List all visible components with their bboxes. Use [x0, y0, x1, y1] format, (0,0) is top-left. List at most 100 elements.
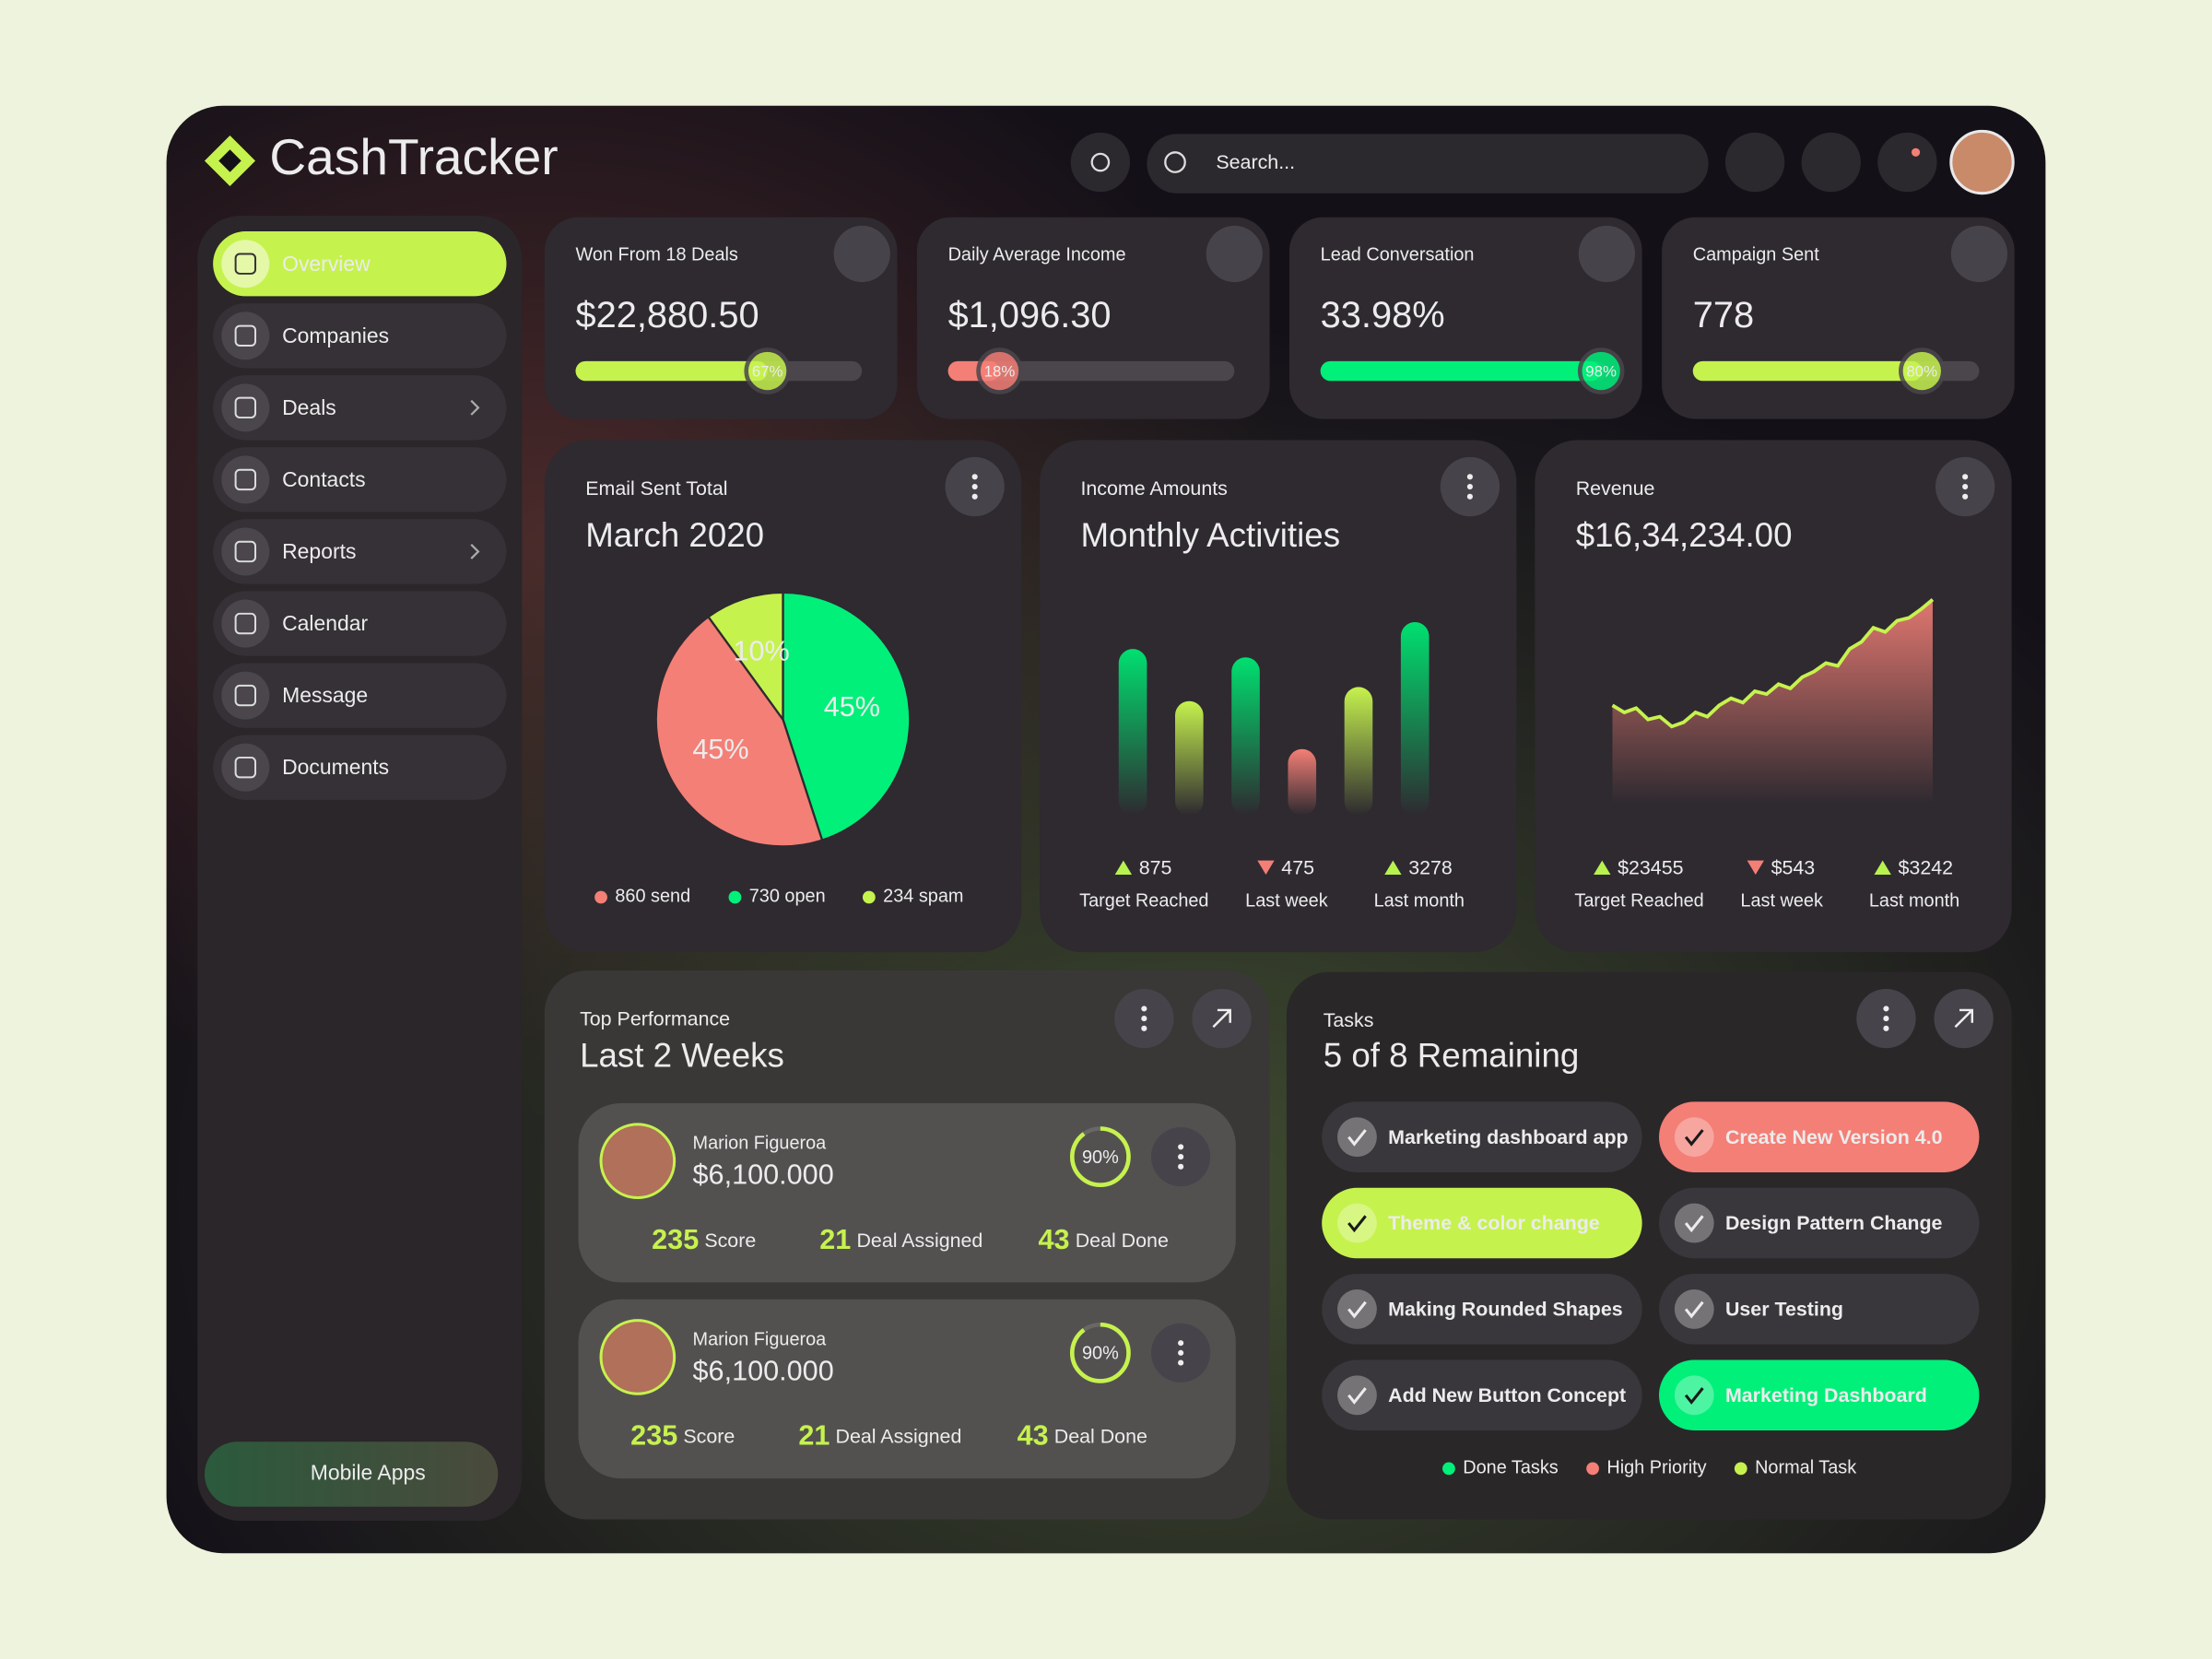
- task-check: [1674, 1288, 1714, 1329]
- area-fill: [1612, 599, 1933, 805]
- nav-icon-glyph: [234, 253, 257, 275]
- stat-value: $1,096.30: [948, 295, 1112, 335]
- menu-dot: [971, 474, 978, 480]
- task-pill[interactable]: [1659, 1359, 1980, 1431]
- nav-icon-glyph: [234, 684, 257, 707]
- nav-item[interactable]: [213, 375, 507, 441]
- trend-label: Target Reached: [1574, 890, 1703, 911]
- progress-knob: [1899, 347, 1946, 394]
- person-row: [578, 1299, 1236, 1479]
- trend-arrow: [1747, 860, 1764, 875]
- menu-dot: [1883, 1016, 1889, 1022]
- stat-number: 21: [819, 1224, 851, 1255]
- search-placeholder: Search...: [1216, 151, 1295, 173]
- stat-value: 33.98%: [1321, 295, 1445, 335]
- nav-item[interactable]: [213, 303, 507, 369]
- person-amount: $6,100.000: [693, 1159, 834, 1191]
- pie-label: 45%: [692, 734, 748, 765]
- notification-button[interactable]: [1877, 132, 1937, 193]
- user-avatar[interactable]: [1949, 129, 2015, 195]
- bar: [1288, 748, 1317, 816]
- nav-icon: [221, 743, 270, 792]
- check-icon: [1347, 1129, 1367, 1147]
- legend-label: 860 send: [615, 887, 690, 907]
- person-amount: $6,100.000: [693, 1355, 834, 1386]
- progress-label: 98%: [1585, 363, 1617, 381]
- nav-icon: [221, 240, 270, 288]
- stat-label: Campaign Sent: [1693, 244, 1819, 265]
- task-label: User Testing: [1725, 1299, 1843, 1321]
- nav-icon: [221, 383, 270, 432]
- menu-dot: [971, 493, 978, 500]
- trend-label: Last month: [1374, 890, 1465, 911]
- menu-dot: [1178, 1163, 1184, 1170]
- check-icon: [1347, 1300, 1367, 1319]
- menu-dot: [1141, 1006, 1147, 1012]
- task-pill[interactable]: [1322, 1187, 1642, 1259]
- task-pill[interactable]: [1322, 1274, 1642, 1345]
- ring-progress: [1069, 1322, 1131, 1383]
- help-button[interactable]: [1724, 132, 1785, 193]
- stat-caption: Deal Done: [1054, 1425, 1147, 1447]
- chat-button[interactable]: [1801, 132, 1861, 193]
- expand-icon: [1954, 1008, 1974, 1029]
- menu-dot: [1962, 474, 1969, 480]
- task-check: [1337, 1375, 1377, 1416]
- task-pill[interactable]: [1659, 1274, 1980, 1345]
- nav-item[interactable]: [213, 663, 507, 728]
- card-title: 5 of 8 Remaining: [1324, 1037, 1580, 1075]
- task-pill[interactable]: [1659, 1187, 1980, 1259]
- pie-label: 10%: [733, 636, 789, 667]
- task-label: Add New Button Concept: [1388, 1384, 1626, 1406]
- menu-dot: [1962, 484, 1969, 490]
- card-subtitle: Revenue: [1576, 477, 1655, 500]
- trend-arrow: [1257, 860, 1275, 875]
- stat-icon: [1578, 225, 1635, 283]
- nav-icon: [221, 671, 270, 720]
- brand: CashTracker: [269, 128, 558, 185]
- chart-card: [1040, 440, 1517, 953]
- bar: [1344, 687, 1373, 816]
- trend-value: 3278: [1408, 857, 1453, 879]
- pie-slice: [782, 591, 912, 842]
- task-pill[interactable]: [1659, 1101, 1980, 1172]
- nav-label: Overview: [282, 252, 371, 276]
- stat-caption: Score: [683, 1425, 735, 1447]
- menu-dot: [1141, 1016, 1147, 1022]
- legend-dot: [1586, 1462, 1599, 1476]
- trend-label: Last month: [1869, 890, 1959, 911]
- stat-icon: [1950, 225, 2008, 283]
- legend-label: High Priority: [1606, 1458, 1706, 1478]
- progress-fill: [575, 360, 768, 382]
- stat-label: Won From 18 Deals: [575, 244, 737, 265]
- task-check: [1674, 1203, 1714, 1243]
- trend-value: $543: [1771, 857, 1816, 879]
- task-check: [1337, 1288, 1377, 1329]
- nav-label: Reports: [282, 539, 356, 563]
- nav-item[interactable]: [213, 591, 507, 656]
- card-title: Monthly Activities: [1080, 516, 1340, 554]
- menu-dot: [1178, 1340, 1184, 1347]
- nav-label: Documents: [282, 755, 389, 779]
- nav-item[interactable]: [213, 447, 507, 512]
- search-box[interactable]: [1147, 134, 1709, 194]
- nav-item[interactable]: [213, 231, 507, 297]
- nav-icon: [221, 599, 270, 648]
- card-subtitle: Email Sent Total: [585, 477, 727, 500]
- bar: [1175, 700, 1204, 816]
- mobile-apps-button[interactable]: [204, 1441, 499, 1507]
- nav-item[interactable]: [213, 735, 507, 800]
- check-icon: [1684, 1129, 1704, 1147]
- theme-toggle[interactable]: [1070, 132, 1131, 193]
- nav-label: Calendar: [282, 611, 368, 635]
- mobile-apps-label: Mobile Apps: [311, 1461, 426, 1485]
- task-pill[interactable]: [1322, 1359, 1642, 1431]
- nav-item[interactable]: [213, 519, 507, 584]
- task-pill[interactable]: [1322, 1101, 1642, 1172]
- nav-icon: [221, 455, 270, 504]
- person-stat: 235 Score: [630, 1420, 735, 1452]
- nav-label: Contacts: [282, 467, 366, 491]
- nav-icon-glyph: [234, 468, 257, 491]
- legend-dot: [594, 890, 607, 904]
- person-row: [578, 1102, 1236, 1283]
